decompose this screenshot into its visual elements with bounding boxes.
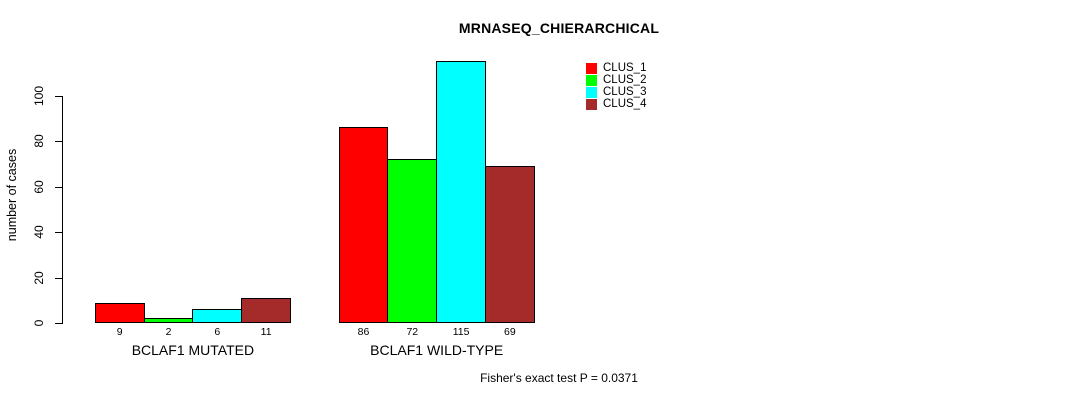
bar-clus_1	[94, 303, 145, 323]
legend-label: CLUS_1	[603, 62, 647, 74]
y-axis-tick	[55, 186, 62, 188]
legend-item: CLUS_2	[586, 74, 646, 86]
bar-value-label: 2	[165, 326, 172, 338]
y-axis-tick	[55, 232, 62, 233]
y-axis-tick-label: 0	[32, 319, 46, 327]
chart-title: MRNASEQ_CHIERARCHICAL	[458, 20, 660, 36]
y-axis-tick	[55, 323, 62, 324]
y-axis-tick-label: 60	[32, 179, 46, 194]
bar-value-label: 6	[214, 326, 221, 338]
legend-swatch-icon	[586, 86, 597, 98]
x-group-label: BCLAF1 WILD-TYPE	[370, 342, 504, 358]
legend-label: CLUS_2	[603, 74, 647, 86]
legend-swatch-icon	[586, 74, 597, 86]
y-axis-tick	[55, 141, 62, 142]
legend-item: CLUS_4	[586, 98, 646, 110]
bar-value-label: 9	[116, 326, 123, 338]
bar-clus_3	[192, 309, 243, 323]
y-axis-tick	[55, 277, 62, 279]
bar-value-label: 86	[357, 326, 370, 338]
legend-swatch-icon	[586, 98, 597, 110]
bar-value-label: 11	[260, 326, 272, 338]
bar-clus_2	[143, 318, 194, 323]
y-axis-line	[62, 95, 63, 324]
legend-label: CLUS_3	[603, 86, 647, 98]
legend-item: CLUS_1	[586, 62, 646, 74]
legend-item: CLUS_3	[586, 86, 646, 98]
legend-swatch-icon	[586, 62, 597, 74]
bar-clus_1	[338, 127, 389, 323]
y-axis-tick-label: 100	[32, 85, 46, 106]
bar-clus_3	[436, 61, 486, 323]
y-axis-tick-label: 20	[32, 270, 46, 285]
legend-label: CLUS_4	[603, 98, 647, 110]
bar-clus_4	[485, 166, 535, 323]
x-group-label: BCLAF1 MUTATED	[131, 342, 255, 358]
bar-clus_2	[387, 159, 438, 323]
legend: CLUS_1 CLUS_2 CLUS_3 CLUS_4	[586, 62, 646, 110]
y-axis-tick	[55, 95, 62, 97]
bar-value-label: 115	[452, 326, 470, 338]
bar-value-label: 72	[406, 326, 419, 338]
y-axis-tick-label: 40	[32, 225, 46, 239]
y-axis-label: number of cases	[5, 148, 19, 242]
bar-value-label: 69	[504, 326, 516, 338]
statistics-note: Fisher's exact test P = 0.0371	[480, 371, 638, 385]
y-axis-tick-label: 80	[32, 134, 46, 148]
bar-clus_4	[241, 298, 291, 323]
